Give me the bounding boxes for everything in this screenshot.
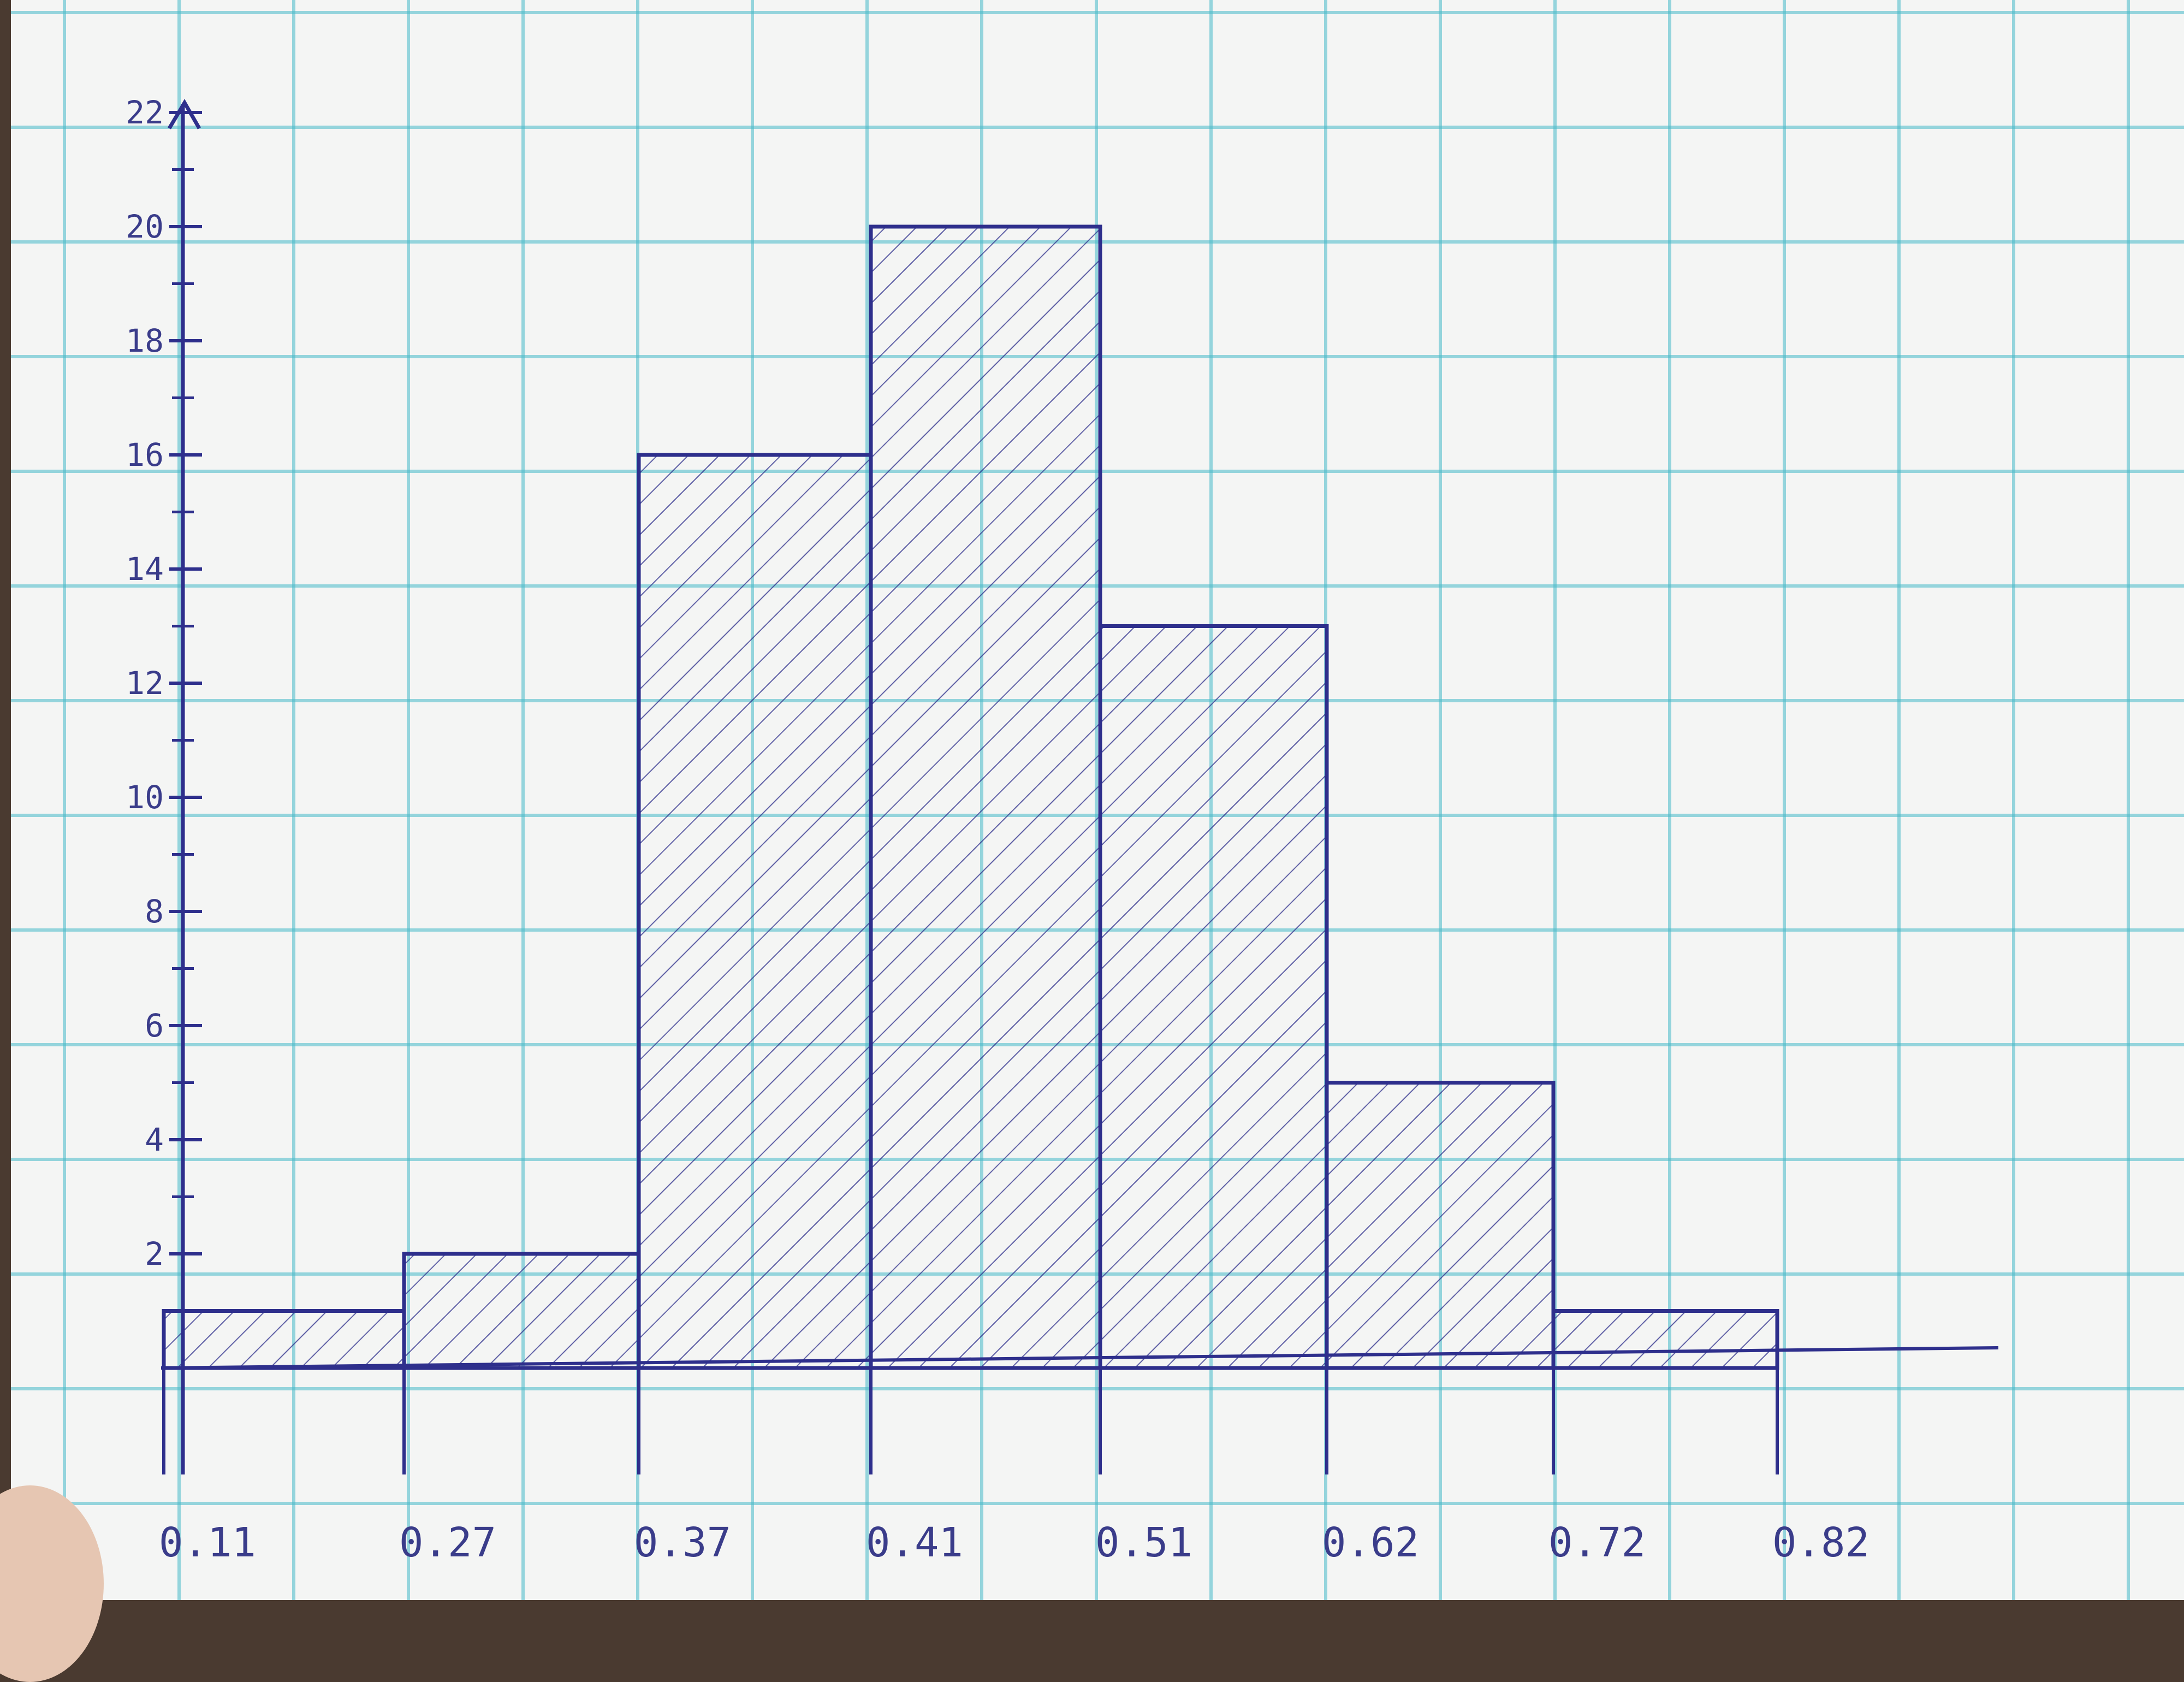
bar xyxy=(1098,624,1329,1370)
bars-group xyxy=(162,224,1779,1370)
y-ticks-group: 2 4 6 8 10 12 14 16 18 20 22 xyxy=(126,94,202,1312)
y-tick-label: 6 xyxy=(145,1007,164,1044)
y-tick-label: 10 xyxy=(126,779,164,816)
y-tick-label: 16 xyxy=(126,436,164,473)
bar xyxy=(637,453,873,1370)
bar xyxy=(1551,1309,1779,1370)
y-tick-label: 14 xyxy=(126,550,164,588)
bar xyxy=(162,1309,406,1370)
y-tick-label: 12 xyxy=(126,665,164,702)
x-bin-label: 0.37 xyxy=(634,1519,731,1566)
y-tick-label: 4 xyxy=(145,1121,164,1158)
y-tick-label: 18 xyxy=(126,322,164,359)
x-bin-label: 0.72 xyxy=(1548,1519,1646,1566)
x-bin-label: 0.62 xyxy=(1322,1519,1419,1566)
axes-group xyxy=(161,99,1999,1474)
x-axis-line xyxy=(161,1346,1999,1370)
x-bin-label: 0.82 xyxy=(1772,1519,1870,1566)
y-tick-label: 22 xyxy=(126,94,164,131)
bar xyxy=(402,1252,641,1370)
x-bin-label: 0.11 xyxy=(159,1519,256,1566)
x-bin-label: 0.41 xyxy=(866,1519,963,1566)
y-tick-label: 20 xyxy=(126,208,164,245)
y-axis-arrow xyxy=(167,99,201,129)
bar xyxy=(1325,1081,1556,1370)
x-bin-label: 0.27 xyxy=(399,1519,496,1566)
y-tick-label: 2 xyxy=(145,1235,164,1272)
x-bin-label: 0.51 xyxy=(1095,1519,1192,1566)
bar xyxy=(869,224,1102,1370)
x-ticks-group: 0.11 0.27 0.37 0.41 0.51 0.62 0.72 0.82 xyxy=(159,1363,1870,1566)
y-tick-label: 8 xyxy=(145,893,164,930)
